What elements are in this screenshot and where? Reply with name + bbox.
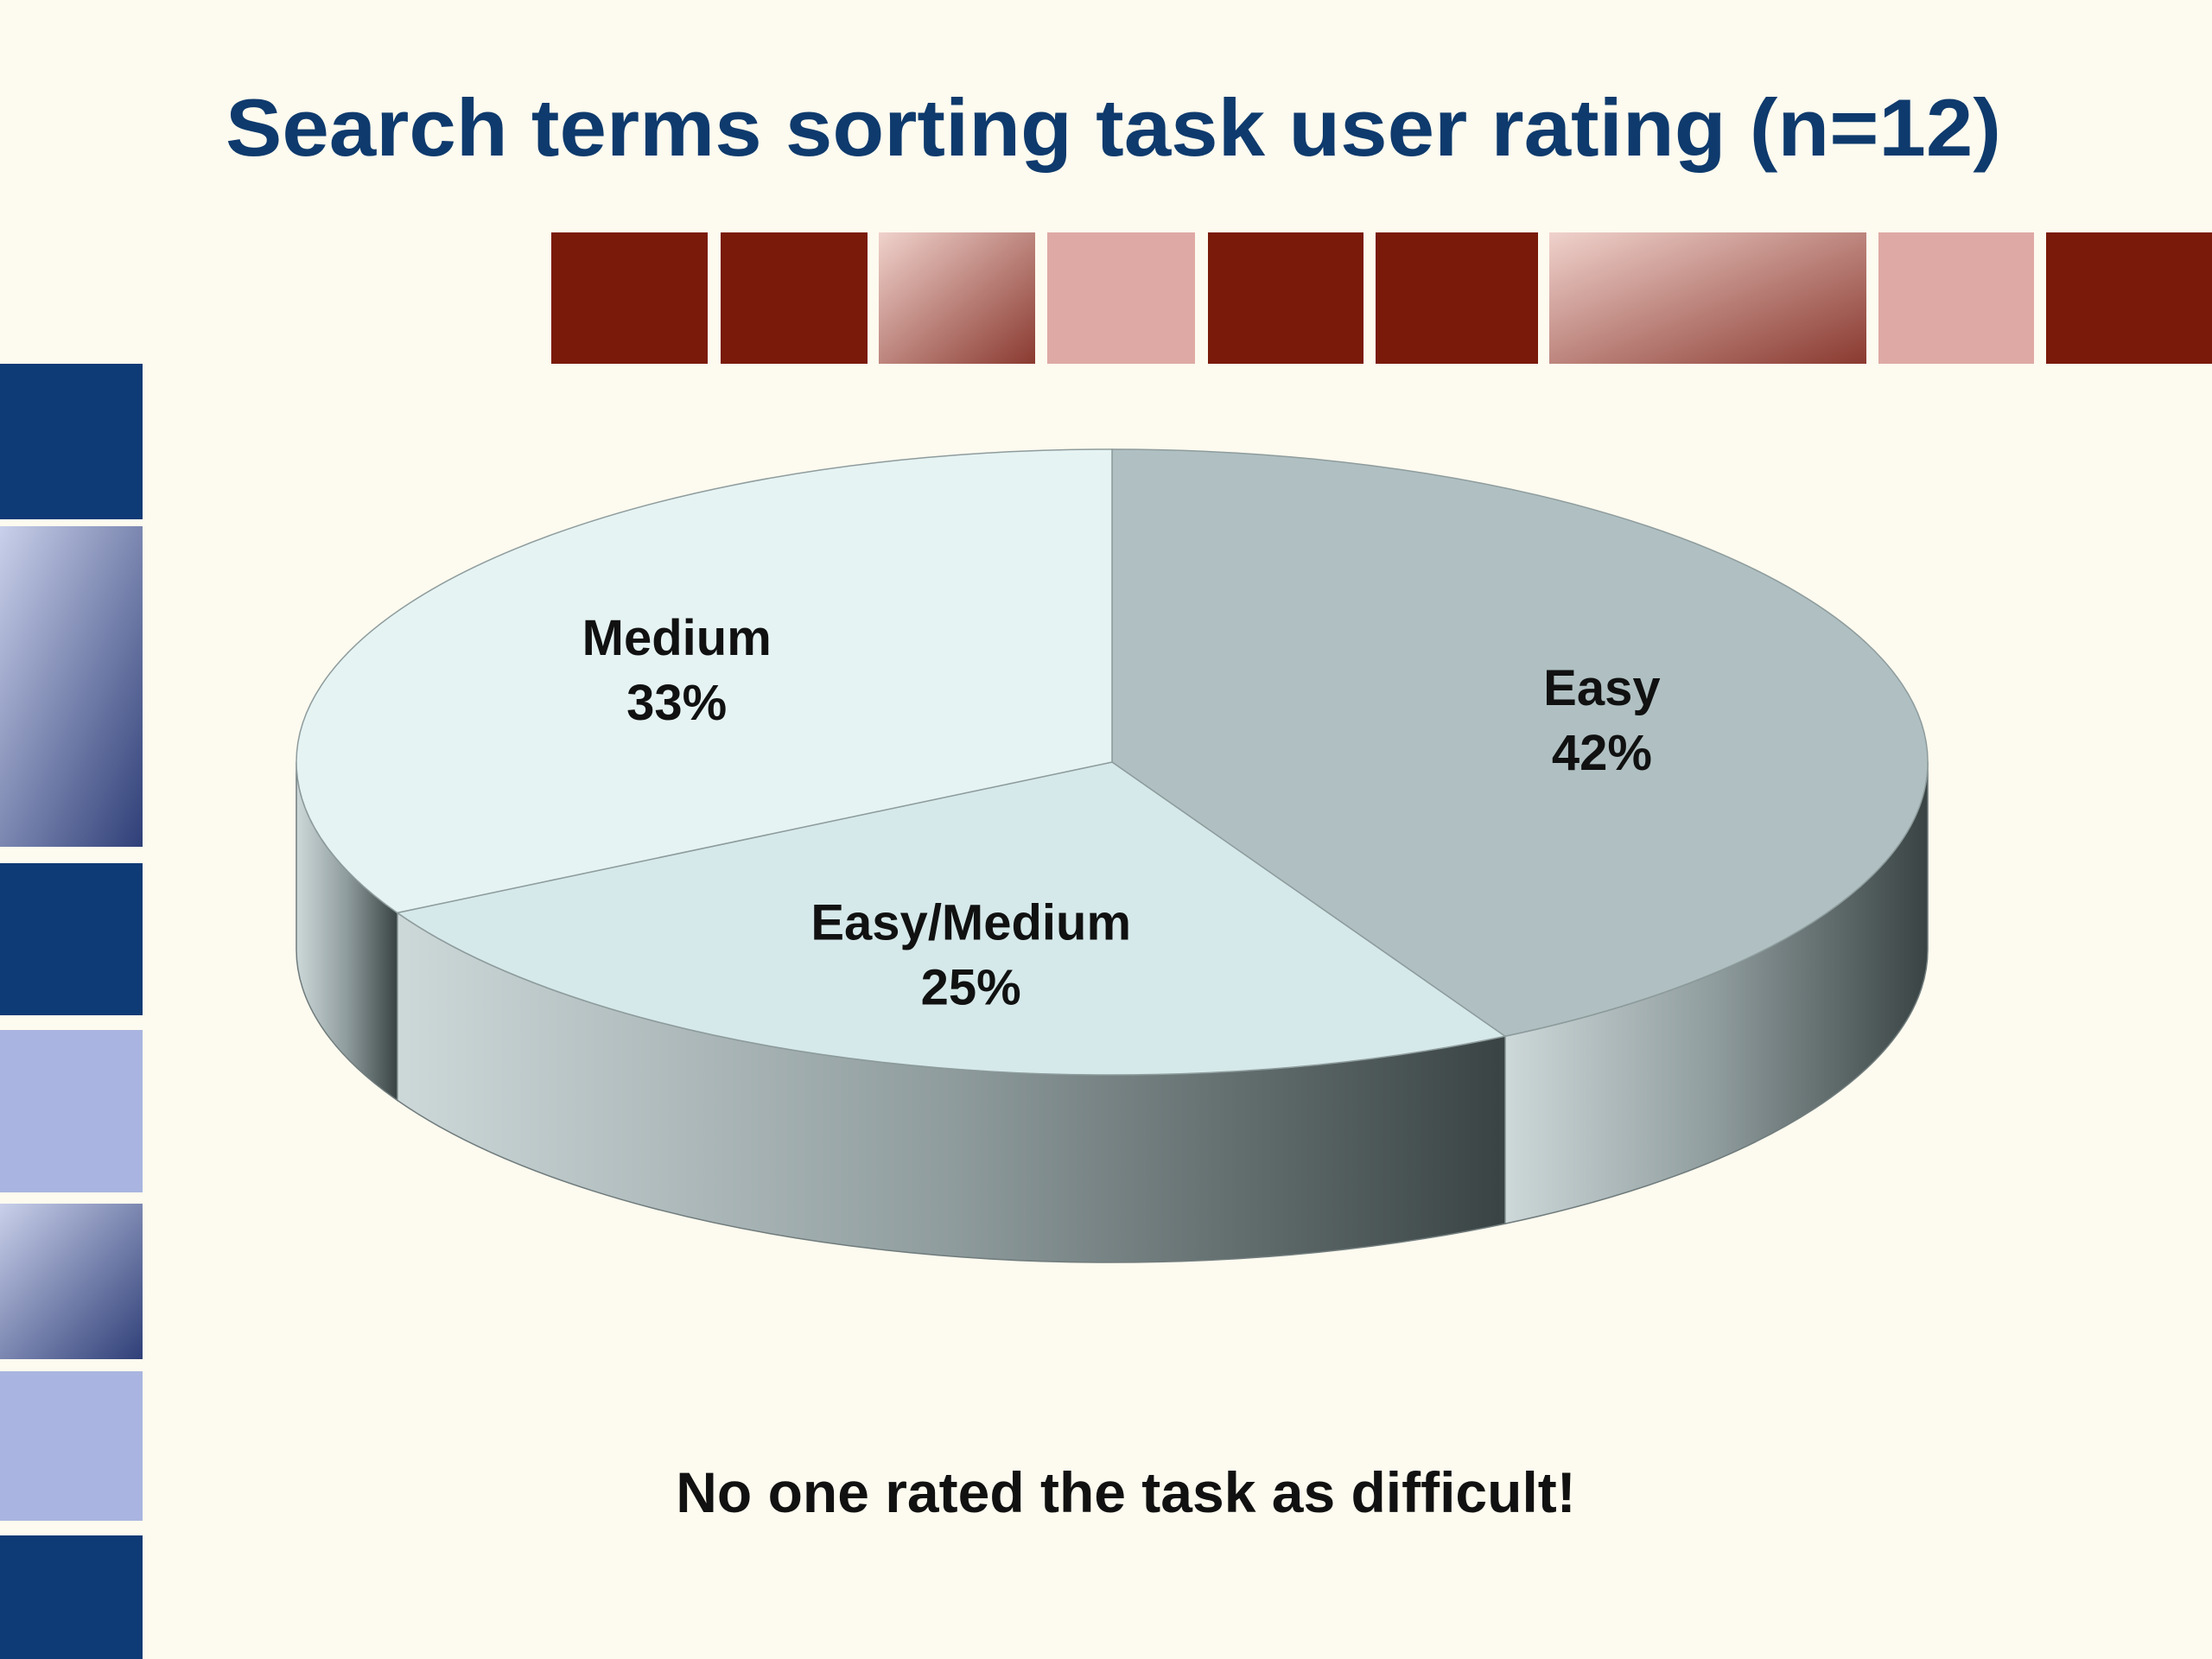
banner-square	[1376, 232, 1538, 364]
banner-square	[0, 863, 143, 1015]
top-banner	[551, 232, 2212, 364]
annotation: No one rated the task as difficult!	[676, 1460, 1576, 1524]
banner-square	[0, 1535, 143, 1659]
banner-square	[2046, 232, 2212, 364]
value-label: 33%	[626, 675, 727, 731]
pie-slice	[296, 448, 1113, 914]
banner-square	[1047, 232, 1195, 364]
slice-label: Easy/Medium	[810, 895, 1131, 951]
value-label: 42%	[1552, 725, 1652, 781]
value-label: 25%	[921, 960, 1021, 1016]
banner-square	[1208, 232, 1363, 364]
slice-label: Easy	[1543, 660, 1660, 716]
pie-slice	[1111, 448, 1929, 1038]
banner-square	[1878, 232, 2034, 364]
banner-photo	[879, 232, 1035, 364]
pie: Easy 42% Easy/Medium 25% Medium 33%	[296, 448, 1929, 1263]
banner-photo	[0, 1204, 143, 1359]
pie-slice	[395, 761, 1507, 1076]
slice-label: Medium	[582, 610, 772, 666]
banner-square	[0, 1030, 143, 1192]
banner-photo	[1549, 232, 1866, 364]
chart-title: Search terms sorting task user rating (n…	[226, 82, 2001, 173]
banner-square	[551, 232, 708, 364]
banner-square	[0, 1371, 143, 1521]
banner-photo	[0, 526, 143, 847]
left-banner	[0, 364, 143, 1659]
banner-square	[721, 232, 868, 364]
banner-square	[0, 364, 143, 519]
